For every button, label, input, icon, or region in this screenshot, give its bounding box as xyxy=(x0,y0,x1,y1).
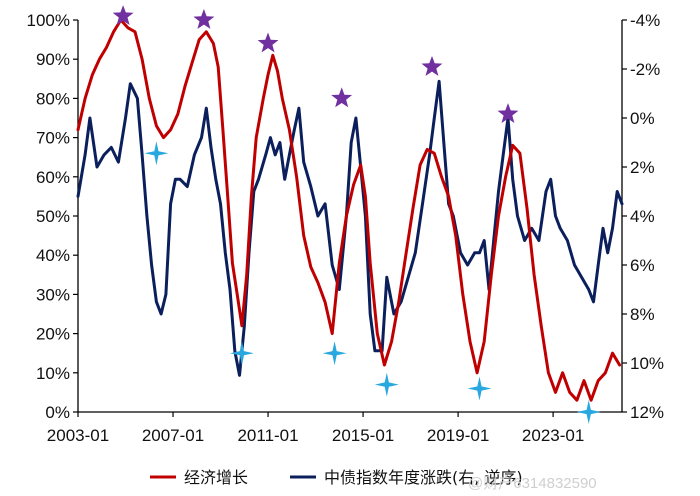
left-tick-label: 40% xyxy=(36,246,70,265)
left-tick-label: 70% xyxy=(36,129,70,148)
watermark: @财产6314832590 xyxy=(468,475,597,492)
peak-star-marker xyxy=(497,103,519,123)
left-tick-label: 10% xyxy=(36,364,70,383)
right-tick-label: 2% xyxy=(630,158,655,177)
left-tick-label: 100% xyxy=(27,11,70,30)
peak-star-marker xyxy=(193,9,215,29)
x-tick-label: 2003-01 xyxy=(47,426,109,445)
x-tick-label: 2023-01 xyxy=(522,426,584,445)
marker-layer xyxy=(112,5,601,424)
right-tick-label: 6% xyxy=(630,256,655,275)
x-tick-label: 2007-01 xyxy=(142,426,204,445)
economic-growth-series-line xyxy=(76,18,622,402)
plot-area: 0% 10% 20% 30% 40% 50% 60% 70% 80% 90% 100% -4% -2%… xyxy=(27,5,664,445)
legend-label: 经济增长 xyxy=(184,468,248,487)
left-tick-label: 20% xyxy=(36,325,70,344)
right-axis-ticks: -4% -2% 0% 2% 4% 6% 8% 10% 12% xyxy=(622,11,664,422)
right-tick-label: 8% xyxy=(630,305,655,324)
series-layer xyxy=(76,18,624,402)
trough-star-marker xyxy=(322,341,347,366)
right-tick-label: -2% xyxy=(630,60,660,79)
trough-star-marker xyxy=(576,400,601,424)
right-tick-label: 10% xyxy=(630,354,664,373)
x-axis-ticks: 2003-01 2007-01 2011-01 2015-01 2019-01 2023-… xyxy=(47,412,584,445)
trough-star-marker xyxy=(374,372,399,397)
peak-star-marker xyxy=(257,32,279,53)
left-tick-label: 30% xyxy=(36,285,70,304)
trough-star-marker xyxy=(144,141,169,166)
left-tick-label: 90% xyxy=(36,50,70,69)
trough-star-marker xyxy=(229,341,254,366)
left-tick-label: 80% xyxy=(36,89,70,108)
right-tick-label: 4% xyxy=(630,207,655,226)
legend: 经济增长 中债指数年度涨跌(右, 逆序) xyxy=(150,468,523,487)
left-tick-label: 60% xyxy=(36,168,70,187)
peak-star-marker xyxy=(331,87,353,108)
trough-star-marker xyxy=(467,376,492,401)
x-tick-label: 2011-01 xyxy=(237,426,298,445)
peak-star-marker xyxy=(112,5,134,25)
legend-label: 中债指数年度涨跌(右, 逆序) xyxy=(324,468,523,487)
left-tick-label: 50% xyxy=(36,207,70,226)
bond-index-series-line xyxy=(76,79,624,377)
right-tick-label: -4% xyxy=(630,11,660,30)
right-tick-label: 0% xyxy=(630,109,655,128)
x-tick-label: 2015-01 xyxy=(332,426,394,445)
left-tick-label: 0% xyxy=(45,403,70,422)
left-axis-ticks: 0% 10% 20% 30% 40% 50% 60% 70% 80% 90% 100% xyxy=(27,11,78,422)
peak-star-marker xyxy=(421,56,443,76)
right-tick-label: 12% xyxy=(630,403,664,422)
x-tick-label: 2019-01 xyxy=(427,426,489,445)
